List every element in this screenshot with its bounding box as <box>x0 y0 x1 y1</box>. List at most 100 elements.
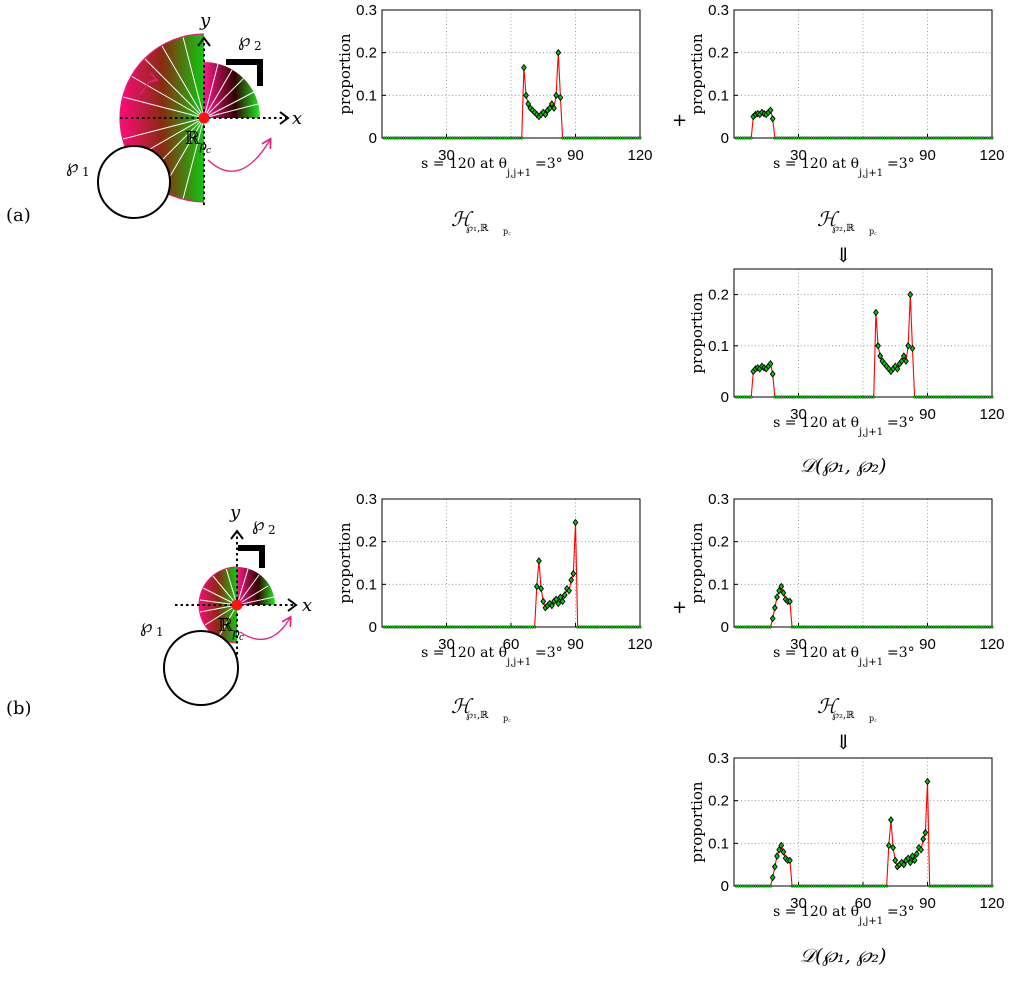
data-point <box>538 584 544 593</box>
y-tick-label: 0.1 <box>356 576 377 593</box>
data-point <box>568 576 575 584</box>
data-point <box>924 777 931 786</box>
caption-h1-b: ℋ <box>451 694 474 718</box>
grid <box>382 10 640 138</box>
y-axis-label: proportion <box>336 522 354 603</box>
y-axis-label: proportion <box>688 781 706 862</box>
caption-d-a: 𝒟(℘₁, ℘₂) <box>800 455 886 477</box>
data-point <box>913 850 920 858</box>
data-point-zero <box>990 625 994 629</box>
data-point <box>521 63 527 72</box>
data-point <box>780 589 787 597</box>
x-axis-label-sub: j,j+1 <box>858 657 883 668</box>
data-point <box>885 841 892 850</box>
data-point <box>873 308 879 317</box>
data-point-zero <box>749 136 753 140</box>
shape2-a <box>226 59 263 86</box>
y-tick-label: 0.3 <box>356 2 377 19</box>
grid <box>734 269 992 397</box>
reference-point-b <box>231 599 243 611</box>
x-tick-label: 120 <box>979 147 1004 164</box>
caption-h2-b: ℋ <box>817 694 840 718</box>
data-markers <box>750 106 776 123</box>
data-point <box>900 352 907 360</box>
data-point <box>557 593 564 601</box>
y-tick-label: 0.1 <box>708 338 729 355</box>
data-point <box>769 614 776 623</box>
data-point <box>894 365 901 373</box>
zero-markers <box>734 884 994 888</box>
data-point <box>572 518 579 527</box>
y-tick-label: 0.1 <box>708 87 729 104</box>
data-point <box>553 91 560 100</box>
x-label-a: x <box>292 108 302 129</box>
caption-h2-b-subsub: p꜀ <box>869 714 877 723</box>
x-axis-label-suffix: =3° <box>535 645 563 661</box>
y-tick-label: 0.3 <box>708 750 729 767</box>
data-point <box>570 569 577 578</box>
reference-point-a <box>198 112 210 124</box>
x-axis-label: s = 120 at θ <box>421 156 507 172</box>
x-tick-label: 120 <box>979 636 1004 653</box>
x-tick-label: 120 <box>627 636 652 653</box>
x-tick-label: 120 <box>979 895 1004 912</box>
data-point <box>776 586 783 595</box>
zero-markers <box>734 136 994 140</box>
data-point <box>774 593 780 601</box>
data-point <box>557 93 564 102</box>
data-point <box>787 597 793 606</box>
data-point <box>525 100 532 108</box>
y-tick-label: 0.3 <box>356 491 377 508</box>
shape1-sub-a: 1 <box>82 165 90 179</box>
data-point <box>542 110 549 119</box>
zero-markers <box>734 395 994 399</box>
panel-label-a: (a) <box>6 205 31 226</box>
caption-h1-b-subsub: p꜀ <box>503 714 511 723</box>
shape1-a <box>97 145 171 219</box>
captions-b: + ℋ ℘₁,ℝ p꜀ ℋ ℘₂,ℝ p꜀ ⇓ 𝒟(℘₁, ℘₂) <box>451 597 886 967</box>
diagram-b: y x ℘ 2 ℝ p c ℘ 1 (b) <box>6 502 312 719</box>
region-subsub-a: c <box>206 146 211 156</box>
caption-h2-b-sub: ℘₂,ℝ <box>832 710 855 721</box>
x-axis-label-sub: j,j+1 <box>506 168 531 179</box>
data-point <box>907 858 914 867</box>
region-sector-left-b <box>199 567 237 643</box>
data-point <box>533 582 540 591</box>
x-tick-label: 90 <box>567 147 584 164</box>
data-point <box>920 835 927 843</box>
data-point <box>907 290 914 299</box>
data-point <box>903 357 909 365</box>
x-axis-label: s = 120 at θ <box>773 645 859 661</box>
x-axis-label-suffix: =3° <box>887 904 915 920</box>
y-tick-label: 0.2 <box>708 534 729 551</box>
rotation-arrow-b <box>239 618 290 640</box>
data-point <box>909 852 916 860</box>
region-sector-right-b <box>237 567 275 605</box>
data-point <box>769 873 776 882</box>
grid <box>382 499 640 627</box>
x-axis-label-suffix: =3° <box>887 645 915 661</box>
data-point <box>890 843 896 852</box>
data-point <box>561 591 568 599</box>
x-tick-label: 60 <box>503 636 520 653</box>
data-point <box>877 352 884 360</box>
panel-label-b: (b) <box>6 698 32 719</box>
caption-h2-a-sub: ℘₂,ℝ <box>832 223 855 234</box>
y-tick-label: 0 <box>369 619 377 636</box>
x-axis-label: s = 120 at θ <box>421 645 507 661</box>
data-point <box>536 557 542 565</box>
data-point <box>898 357 905 365</box>
y-axis-label: proportion <box>688 33 706 114</box>
y-tick-label: 0.2 <box>708 287 729 304</box>
data-point-zero <box>990 884 994 888</box>
x-tick-label: 30 <box>790 147 807 164</box>
y-tick-label: 0 <box>721 130 729 147</box>
y-axis-label: proportion <box>688 292 706 373</box>
y-tick-label: 0.3 <box>708 491 729 508</box>
data-point <box>909 344 916 353</box>
data-point <box>888 816 894 824</box>
y-tick-label: 0.2 <box>708 45 729 62</box>
data-markers <box>521 48 564 121</box>
chart-b-h2: 0 0.1 0.2 0.3 30 90 120 proportion s = 120 at θj… <box>688 491 1005 668</box>
